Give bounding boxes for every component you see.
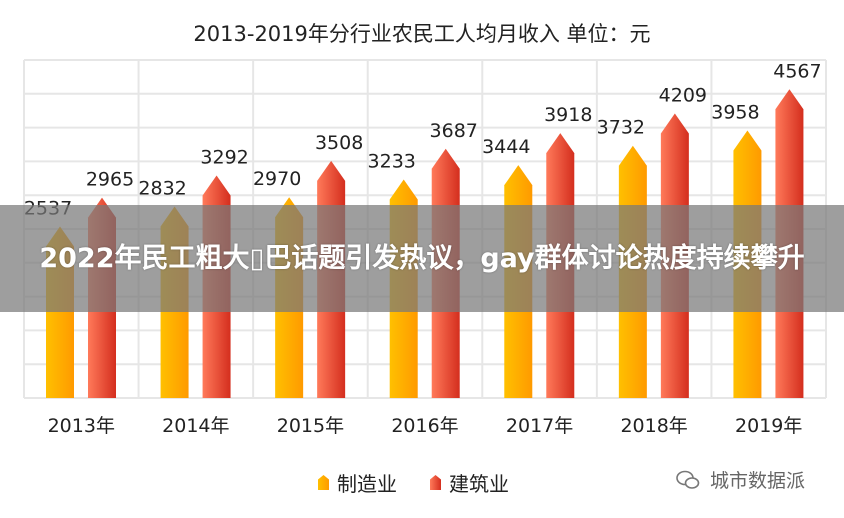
- data-label: 3687: [430, 120, 478, 142]
- data-label: 2832: [138, 178, 186, 200]
- chart-title: 2013-2019年分行业农民工人均月收入 单位：元: [193, 22, 651, 46]
- data-label: 2965: [86, 169, 134, 191]
- data-label: 4209: [659, 84, 707, 106]
- data-label: 3444: [482, 136, 530, 158]
- x-tick-label: 2015年: [277, 415, 344, 437]
- x-tick-label: 2013年: [48, 415, 115, 437]
- x-tick-label: 2017年: [506, 415, 573, 437]
- data-label: 2970: [253, 168, 301, 190]
- x-tick-label: 2019年: [735, 415, 802, 437]
- legend-label: 制造业: [337, 472, 397, 496]
- data-label: 3292: [200, 146, 248, 168]
- data-label: 4567: [773, 60, 821, 82]
- watermark: 城市数据派: [676, 466, 805, 493]
- x-tick-label: 2014年: [162, 415, 229, 437]
- legend-swatch: [430, 475, 441, 490]
- wechat-icon: [676, 470, 700, 489]
- legend-item-manufacturing: 制造业: [318, 468, 397, 497]
- data-label: 3508: [315, 132, 363, 154]
- legend-label: 建筑业: [449, 472, 509, 496]
- x-tick-label: 2018年: [620, 415, 687, 437]
- headline-banner: 2022年民工粗大▯巴话题引发热议，gay群体讨论热度持续攀升: [0, 205, 844, 312]
- legend-swatch: [318, 475, 329, 490]
- data-label: 3958: [711, 101, 759, 123]
- data-label: 3233: [368, 150, 416, 172]
- watermark-text: 城市数据派: [710, 470, 806, 492]
- data-label: 3732: [597, 117, 645, 139]
- headline-text: 2022年民工粗大▯巴话题引发热议，gay群体讨论热度持续攀升: [39, 242, 805, 274]
- legend-item-construction: 建筑业: [430, 468, 509, 497]
- data-label: 3918: [544, 104, 592, 126]
- x-tick-label: 2016年: [391, 415, 458, 437]
